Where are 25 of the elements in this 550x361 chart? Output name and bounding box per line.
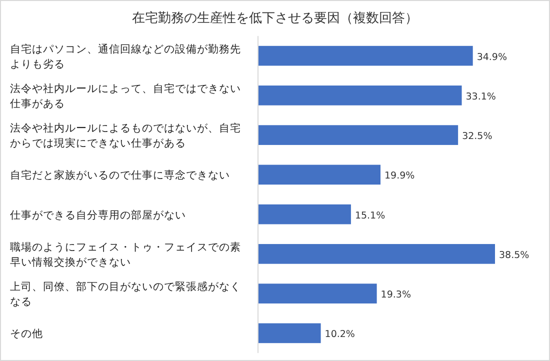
bar xyxy=(258,204,351,224)
data-label: 33.1% xyxy=(466,91,496,102)
y-tick-label: 法令や社内ルールによるものではないが、自宅からでは現実にできない仕事がある xyxy=(10,122,241,150)
bar xyxy=(258,284,377,304)
bar xyxy=(258,323,321,344)
y-tick-label: 上司、同僚、部下の目がないので緊張感がなくなる xyxy=(10,280,241,308)
bar xyxy=(258,164,380,185)
data-label: 19.3% xyxy=(380,290,411,301)
data-label: 10.2% xyxy=(324,329,355,340)
bar xyxy=(258,46,473,66)
data-label: 19.9% xyxy=(384,170,415,182)
data-label: 34.9% xyxy=(476,52,508,63)
bar xyxy=(258,86,462,106)
bar xyxy=(258,125,458,145)
data-label: 15.1% xyxy=(354,210,386,222)
y-tick-label: 仕事ができる自分専用の部屋がない xyxy=(10,208,186,222)
data-label: 38.5% xyxy=(499,250,530,261)
data-label: 32.5% xyxy=(462,131,492,142)
y-tick-label: 職場のようにフェイス・トゥ・フェイスでの素早い情報交換ができない xyxy=(10,240,241,268)
y-tick-label: 法令や社内ルールによって、自宅ではできない仕事がある xyxy=(10,82,241,110)
y-tick-label: その他 xyxy=(10,328,43,340)
chart-title: 在宅勤務の生産性を低下させる要因（複数回答） xyxy=(132,10,418,26)
bar xyxy=(258,244,495,264)
y-tick-label: 自宅はパソコン、通信回線などの設備が勤務先よりも劣る xyxy=(10,42,241,70)
y-tick-label: 自宅だと家族がいるので仕事に専念できない xyxy=(10,168,230,182)
